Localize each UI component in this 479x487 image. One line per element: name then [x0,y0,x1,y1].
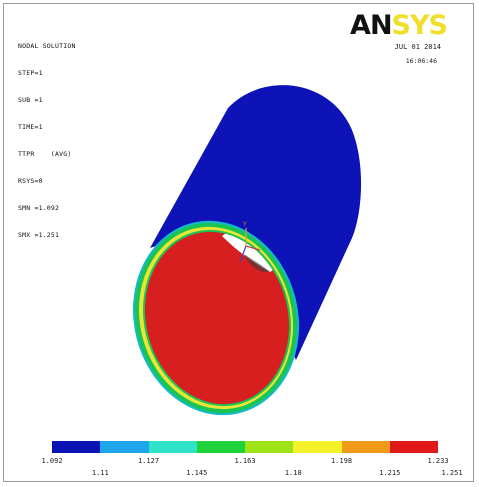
info-line: SMX =1.251 [18,231,60,239]
legend-swatch [52,441,101,453]
contour-legend-bar [52,441,438,453]
legend-label-upper: 1.198 [330,457,353,465]
far-opening-shadow [244,254,270,273]
cylinder-outer-surface [150,85,362,360]
legend-swatch [293,441,342,453]
legend-swatch [100,441,149,453]
legend-label-upper: 1.092 [41,457,63,465]
legend-swatch [341,441,390,453]
svg-text:Y: Y [242,221,247,228]
legend-label-lower: 1.11 [91,469,109,477]
logo-text-an: AN [350,10,392,41]
time-stamp: 16:06:46 [405,57,437,65]
legend-swatch [196,441,245,453]
legend-label-lower: 1.145 [186,469,208,477]
coordinate-triad: Y [239,221,261,263]
info-line: RSYS=0 [18,177,43,185]
date-stamp: JUL 01 2014 [394,43,441,51]
legend-label-lower: 1.215 [379,469,401,477]
legend-label-upper: 1.127 [137,457,160,465]
legend-swatch [389,441,438,453]
solution-info-block: NODAL SOLUTION STEP=1 SUB =1 TIME=1 TTPR… [18,24,76,249]
legend-label-upper: 1.233 [427,457,449,465]
info-line: NODAL SOLUTION [18,42,76,50]
legend-label-upper: 1.163 [234,457,256,465]
legend-swatch [148,441,197,453]
ansys-logo: ANSYS [350,10,448,41]
legend-label-lower: 1.251 [441,469,463,477]
info-line: STEP=1 [18,69,43,77]
info-line: SUB =1 [18,96,43,104]
legend-swatch [245,441,294,453]
info-line: TTPR (AVG) [18,150,72,158]
logo-text-sys: SYS [391,10,448,41]
cylinder-inner-surface [144,231,290,405]
info-line: SMN =1.092 [18,204,60,212]
info-line: TIME=1 [18,123,43,131]
legend-label-lower: 1.18 [284,469,302,477]
